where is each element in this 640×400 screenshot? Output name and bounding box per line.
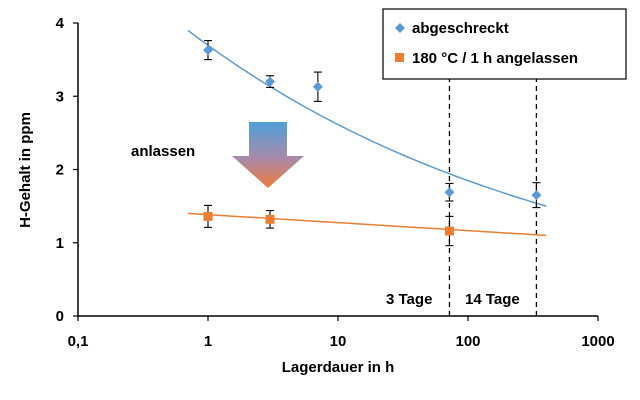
y-tick-label: 3: [56, 88, 64, 105]
arrow-label: anlassen: [131, 143, 195, 160]
data-point: [265, 76, 276, 87]
data-point: [203, 45, 213, 56]
legend-marker-angelassen: [395, 53, 404, 62]
x-tick-label: 10: [330, 333, 347, 350]
data-point: [265, 214, 275, 224]
x-axis-title: Lagerdauer in h: [282, 359, 395, 376]
trend-line: [187, 29, 547, 207]
x-tick-label: 100: [455, 333, 480, 350]
data-point: [203, 211, 213, 221]
legend-label-abgeschreckt: abgeschreckt: [412, 20, 509, 37]
y-tick-label: 1: [56, 235, 64, 252]
anlassen-arrow: [232, 122, 304, 188]
y-tick-label: 4: [56, 15, 65, 32]
legend-label-angelassen: 180 °C / 1 h angelassen: [412, 50, 578, 67]
data-point: [312, 81, 323, 92]
data-point: [531, 190, 542, 201]
y-axis-title: H-Gehalt in ppm: [17, 112, 34, 228]
legend-marker-abgeschreckt: [395, 23, 405, 33]
data-point: [444, 187, 455, 198]
x-tick-label: 1000: [581, 333, 614, 350]
x-tick-label: 0,1: [68, 333, 89, 350]
y-tick-label: 2: [56, 162, 64, 179]
x-tick-label: 1: [204, 333, 212, 350]
legend: abgeschreckt 180 °C / 1 h angelassen: [382, 8, 627, 80]
trend-line: [187, 212, 547, 237]
annotation-14-tage: 14 Tage: [465, 291, 520, 308]
annotation-3-tage: 3 Tage: [386, 291, 432, 308]
data-point: [444, 226, 454, 236]
y-tick-label: 0: [56, 308, 64, 325]
legend-box: [382, 8, 627, 80]
